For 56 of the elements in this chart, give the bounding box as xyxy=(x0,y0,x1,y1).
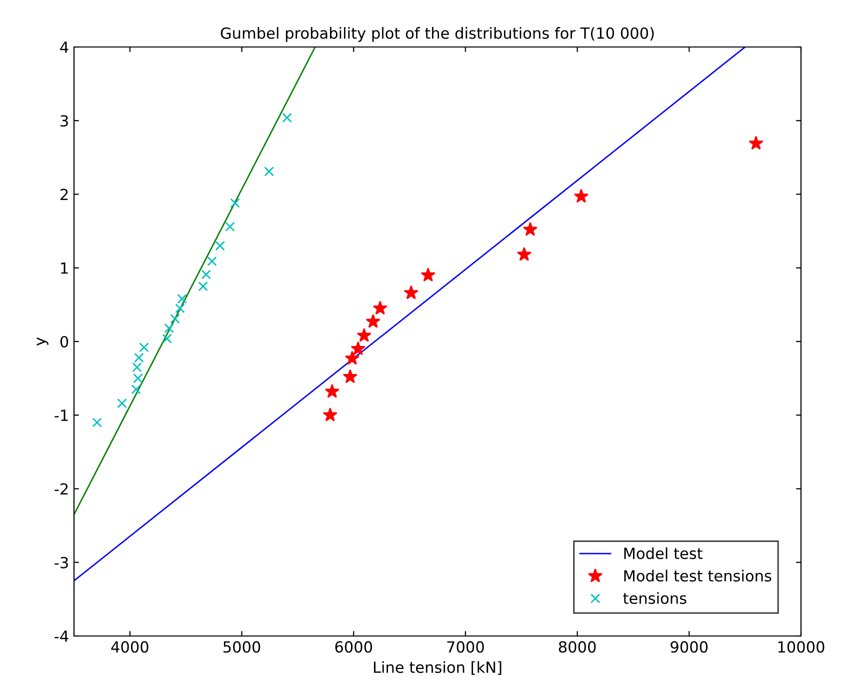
point xyxy=(372,300,388,315)
point xyxy=(215,240,225,251)
point xyxy=(132,362,142,372)
point xyxy=(162,334,172,344)
chart-title: Gumbel probability plot of the distributions for T(10 000) xyxy=(220,27,654,42)
point xyxy=(134,352,144,363)
y-tick-label: -4 xyxy=(54,630,68,642)
y-tick-label: -2 xyxy=(54,483,68,495)
point xyxy=(139,342,149,352)
point xyxy=(198,281,208,292)
x-tick-label: 5000 xyxy=(224,641,260,653)
point xyxy=(356,328,372,342)
y-tick-label: 1 xyxy=(61,262,68,274)
point xyxy=(225,222,235,232)
point xyxy=(322,407,338,422)
legend-label: tensions xyxy=(623,592,686,604)
point xyxy=(344,350,360,365)
point xyxy=(170,314,180,324)
point xyxy=(175,304,185,314)
x-tick-label: 8000 xyxy=(558,641,596,653)
y-tick-label: -3 xyxy=(54,556,68,568)
point xyxy=(522,222,538,236)
point xyxy=(177,294,187,304)
point xyxy=(133,373,143,384)
point xyxy=(350,341,366,356)
x-tick-label: 10000 xyxy=(778,641,824,653)
point xyxy=(230,198,240,208)
x-tick-label: 7000 xyxy=(447,641,484,653)
y-tick-label: 2 xyxy=(60,188,68,200)
point xyxy=(404,285,418,300)
point xyxy=(574,188,589,203)
point xyxy=(282,112,292,123)
y-axis-title: y xyxy=(36,337,48,346)
point xyxy=(366,314,380,328)
point xyxy=(201,270,211,280)
x-tick-label: 4000 xyxy=(111,641,148,653)
point xyxy=(117,398,127,408)
point xyxy=(264,166,274,176)
y-tick-label: -1 xyxy=(54,410,68,421)
point xyxy=(131,384,141,394)
point xyxy=(420,268,436,282)
x-tick-label: 6000 xyxy=(335,641,372,653)
point xyxy=(164,323,174,334)
point xyxy=(92,418,102,428)
point xyxy=(516,246,532,261)
x-axis-title: Line tension [kN] xyxy=(374,661,502,675)
point xyxy=(324,384,340,398)
point xyxy=(342,369,358,384)
y-tick-label: 3 xyxy=(60,115,68,127)
point xyxy=(207,256,217,266)
legend-label: Model test tensions xyxy=(624,570,772,582)
point xyxy=(748,136,764,150)
y-tick-label: 4 xyxy=(60,42,68,53)
legend-label: Model test xyxy=(624,547,702,560)
x-tick-label: 9000 xyxy=(670,641,708,653)
y-tick-label: 0 xyxy=(60,336,68,348)
